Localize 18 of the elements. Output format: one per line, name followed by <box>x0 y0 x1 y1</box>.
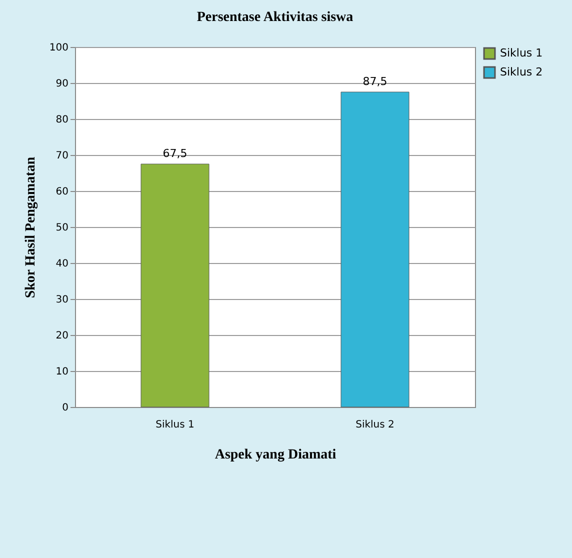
chart-title: Persentase Aktivitas siswa <box>196 10 354 25</box>
x-axis-title: Aspek yang Diamati <box>214 448 336 462</box>
legend-label: Siklus 1 <box>500 46 543 60</box>
y-tick-label: 90 <box>56 78 68 90</box>
y-axis-title: Skor Hasil Pengamatan <box>23 156 38 298</box>
y-tick-label: 50 <box>56 222 68 234</box>
y-tick-label: 80 <box>56 114 68 126</box>
y-tick-label: 100 <box>49 42 68 54</box>
legend-label: Siklus 2 <box>500 66 543 78</box>
data-label: 87,5 <box>362 75 388 88</box>
y-tick-label: 40 <box>56 258 68 270</box>
y-tick-label: 60 <box>56 186 68 198</box>
y-tick-label: 20 <box>56 330 68 342</box>
y-tick-label: 70 <box>56 150 68 162</box>
y-tick-label: 10 <box>56 366 68 378</box>
y-tick-label: 30 <box>56 294 68 306</box>
y-tick-label: 0 <box>62 402 68 414</box>
data-label: 67,5 <box>162 147 188 160</box>
